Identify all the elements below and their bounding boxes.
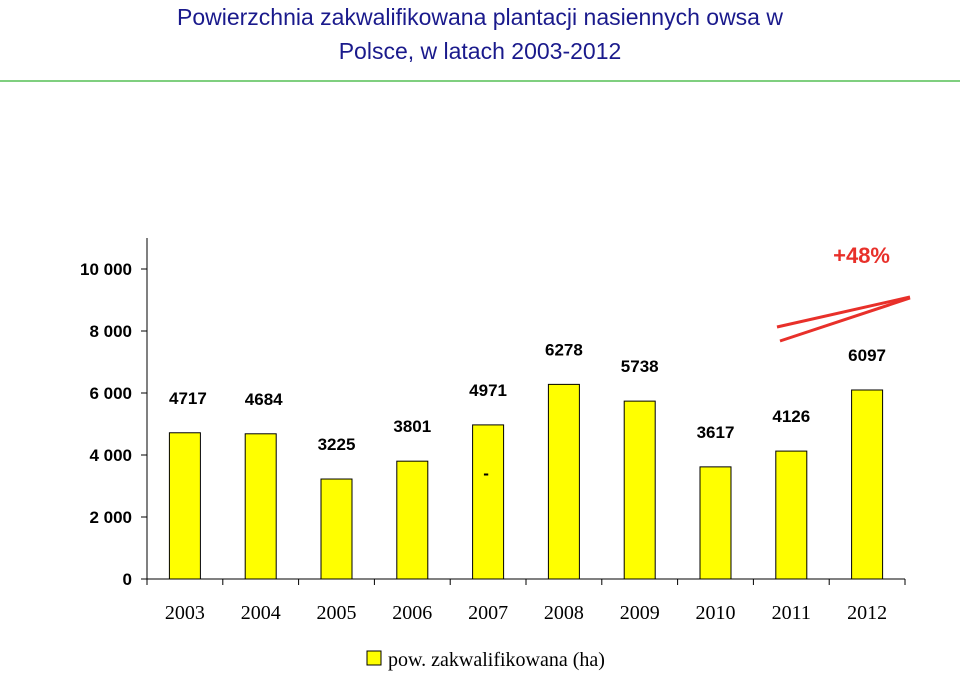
- bar: [699, 466, 732, 580]
- y-tick-label: 6 000: [89, 384, 132, 403]
- bar: [775, 450, 808, 580]
- trend-annotation: +48%: [776, 243, 911, 343]
- trend-arrow-line-1: [776, 295, 911, 329]
- bars: 4717 4684 3225 3801 4971 6278 5738 3617 4126 6097…: [168, 340, 886, 580]
- x-tick-label: 2007: [468, 602, 508, 624]
- data-label: 3617: [697, 423, 735, 442]
- y-axis-ticks: 0 2 000 4 000 6 000 8 000 10 000: [80, 260, 147, 589]
- bar: [244, 433, 277, 580]
- title-divider: [0, 80, 960, 82]
- chart-title-line-2: Polsce, w latach 2003-2012: [338, 38, 622, 64]
- trend-arrow-line-2: [779, 296, 911, 343]
- x-tick-label: 2011: [772, 602, 811, 624]
- legend-swatch: [366, 650, 382, 666]
- y-tick-label: 4 000: [89, 446, 132, 465]
- x-tick-label: 2004: [241, 602, 281, 624]
- x-tick-label: 2009: [620, 602, 660, 624]
- data-label: 5738: [621, 357, 659, 376]
- y-tick-label: 10 000: [80, 260, 132, 279]
- y-tick-label: 0: [123, 570, 132, 589]
- data-label: 4717: [169, 389, 207, 408]
- data-label: 4126: [772, 407, 810, 426]
- x-tick-label: 2005: [317, 602, 357, 624]
- legend: pow. zakwalifikowana (ha): [366, 649, 605, 671]
- x-tick-label: 2003: [165, 602, 205, 624]
- bar: [168, 432, 201, 580]
- data-label: 3225: [318, 435, 356, 454]
- bar: [851, 389, 884, 580]
- x-tick-label: 2012: [847, 602, 887, 624]
- chart-title-line-1: Powierzchnia zakwalifikowana plantacji n…: [177, 4, 783, 30]
- bar: [472, 424, 505, 580]
- data-label: 4971: [469, 381, 507, 400]
- x-tick-label: 2010: [696, 602, 736, 624]
- trend-annotation-label: +48%: [833, 243, 890, 268]
- data-label: 6278: [545, 340, 583, 359]
- x-tick-label: 2006: [392, 602, 432, 624]
- bar: [547, 383, 580, 580]
- bar: [623, 400, 656, 580]
- y-tick-label: 2 000: [89, 508, 132, 527]
- x-axis-labels: 2003 2004 2005 2006 2007 2008 2009 2010 2011 2012: [165, 602, 887, 624]
- data-label: 6097: [848, 346, 886, 365]
- x-tick-label: 2008: [544, 602, 584, 624]
- small-mark: -: [483, 464, 489, 483]
- y-tick-label: 8 000: [89, 322, 132, 341]
- bar: [320, 478, 353, 580]
- data-label: 4684: [245, 390, 283, 409]
- legend-label: pow. zakwalifikowana (ha): [388, 649, 605, 671]
- data-label: 3801: [393, 417, 431, 436]
- chart-title: Powierzchnia zakwalifikowana plantacji n…: [0, 0, 960, 68]
- bar: [396, 460, 429, 580]
